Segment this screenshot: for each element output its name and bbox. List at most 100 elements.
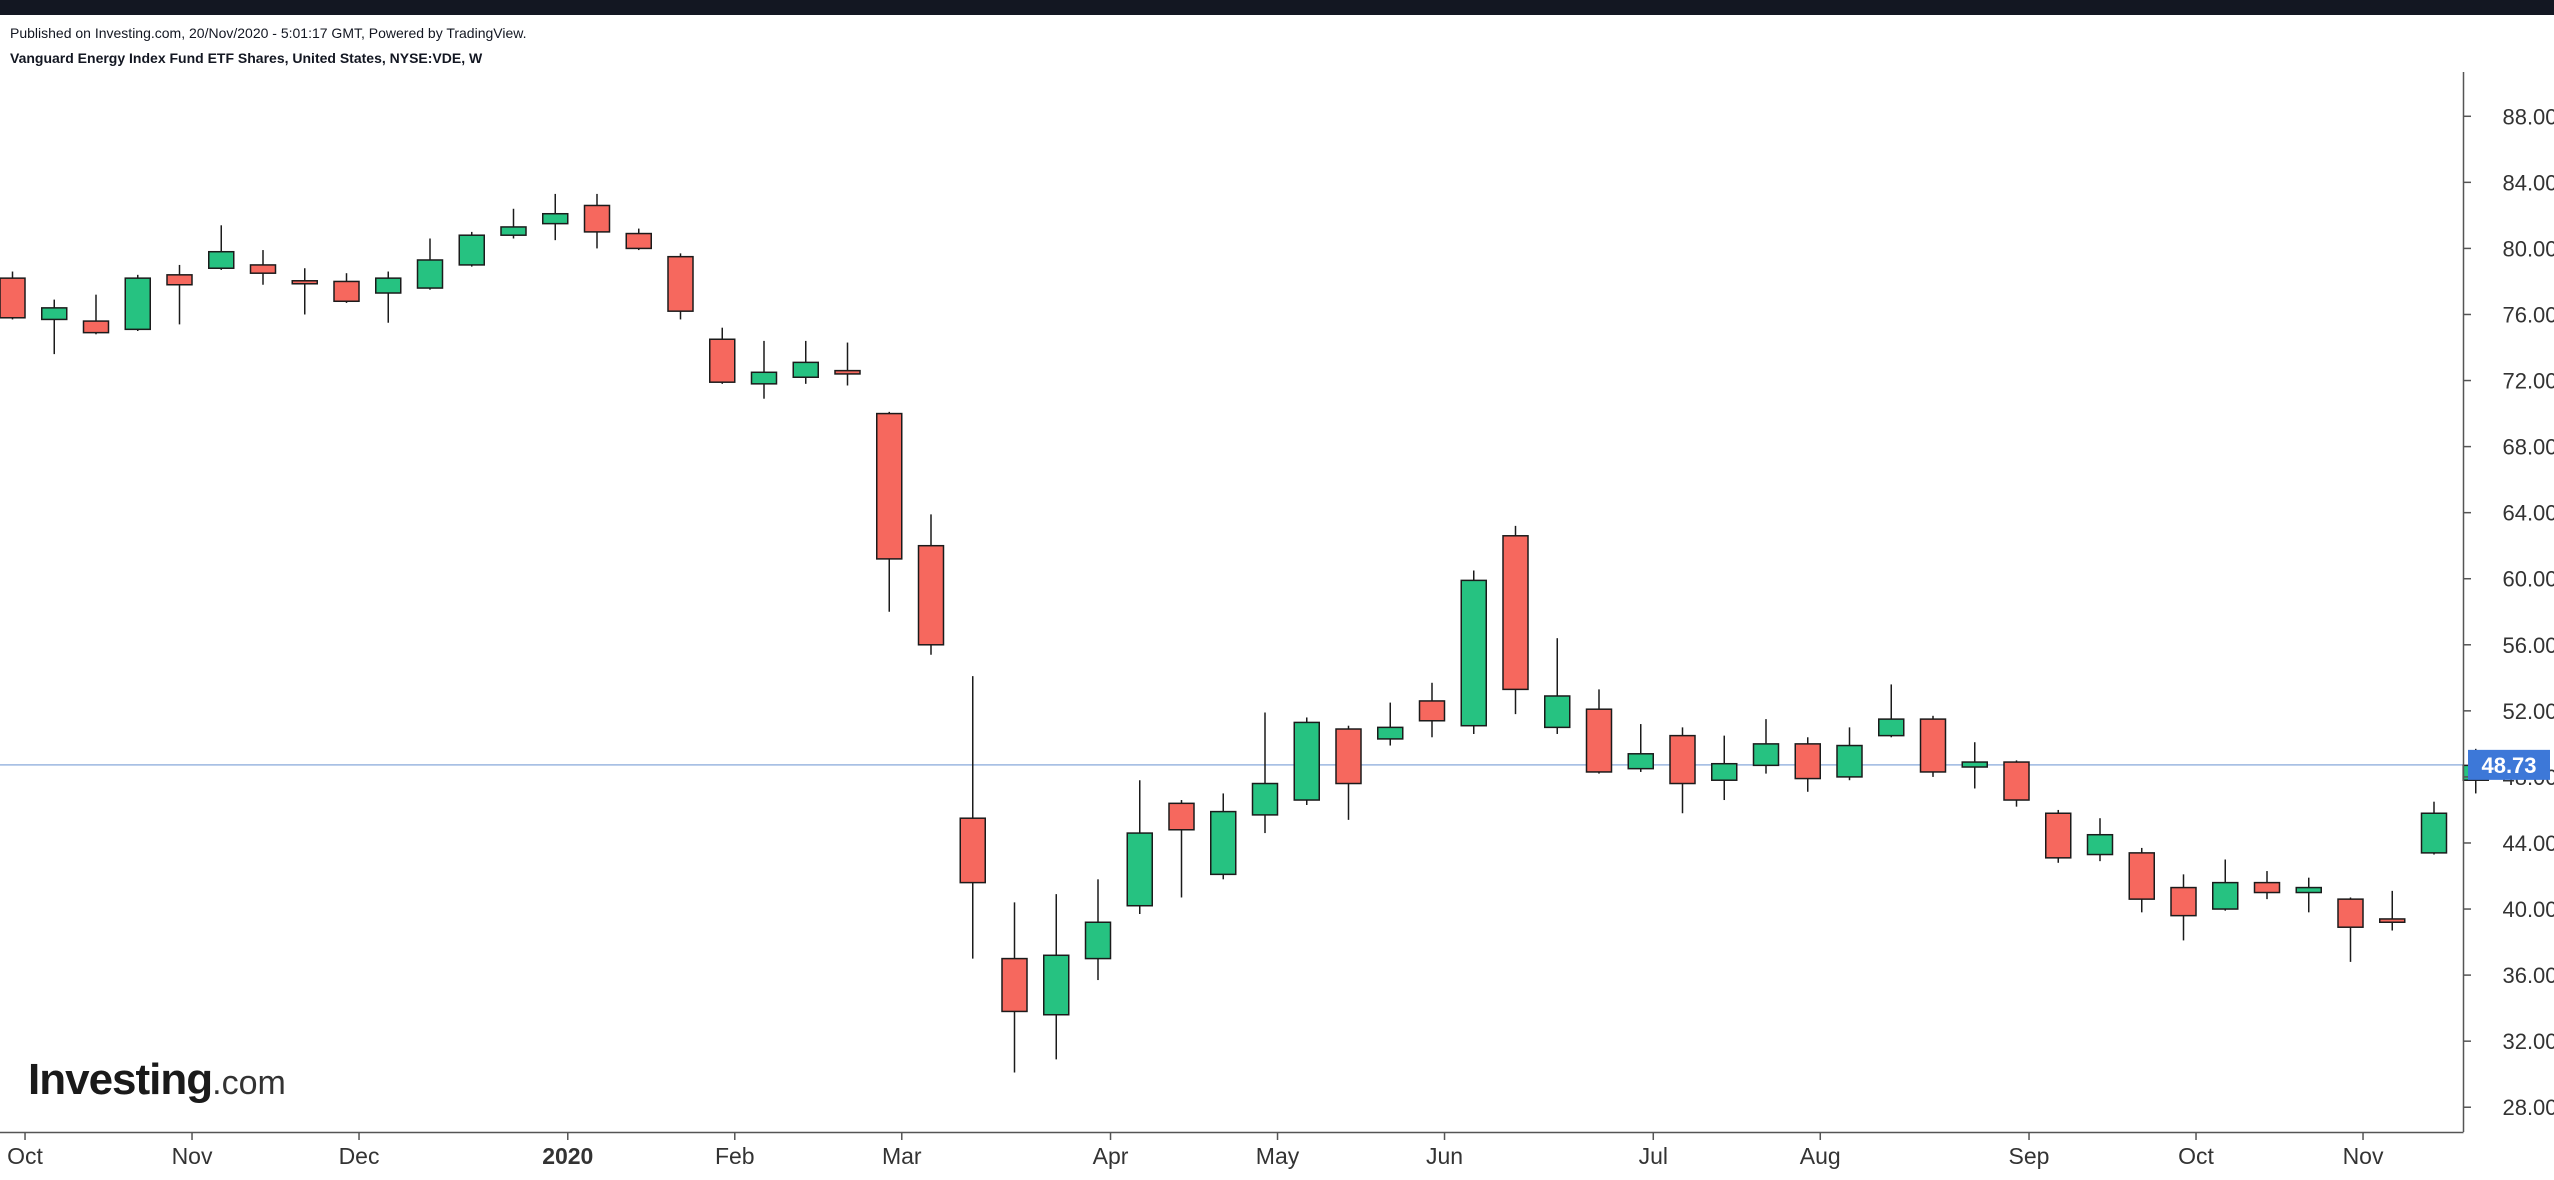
candle [625,228,652,251]
x-tick-label: Oct [2178,1143,2214,1169]
y-tick-label: 32.00 [2502,1029,2554,1054]
y-tick-label: 88.00 [2502,104,2554,129]
candles-layer [0,193,2489,1073]
candle [1168,800,1195,898]
y-tick-label: 84.00 [2502,170,2554,195]
candle [667,253,694,320]
y-tick-label: 60.00 [2502,567,2554,592]
candle [750,340,778,399]
y-tick-label: 72.00 [2502,369,2554,394]
candle [1126,780,1153,914]
x-tick-label: May [1256,1143,1300,1169]
investing-logo: Investing.com [28,1058,286,1102]
candle-body-up [458,234,485,266]
x-tick-label: Apr [1093,1143,1129,1169]
candle [1335,725,1362,820]
candle-body-down [2253,881,2281,894]
candle [1961,742,1988,789]
candle [1084,879,1112,981]
candle [166,264,193,325]
candle-body-down [1585,708,1613,773]
candle [1544,638,1571,734]
candle-body-down [2337,898,2364,928]
candle [1585,689,1613,774]
candle [1836,727,1863,781]
candle-body-down [82,320,110,334]
candle [1794,737,1821,792]
y-tick-label: 36.00 [2502,963,2554,988]
candle-body-up [1961,761,1988,768]
candle [1251,712,1279,834]
candle [1752,719,1780,774]
candle-body-up [2420,812,2448,854]
candle [709,327,736,384]
logo-suffix: .com [212,1064,286,1102]
candle [1210,793,1237,880]
candle [917,514,945,655]
candle-body-down [834,369,861,375]
candle [375,271,402,323]
x-tick-label: Feb [715,1143,755,1169]
y-tick-label: 76.00 [2502,302,2554,327]
candle [208,225,235,270]
candle [1293,717,1320,805]
candle-body-up [1711,762,1738,781]
candle-body-down [959,817,986,884]
x-tick-label: 2020 [542,1143,593,1169]
symbol-title: Vanguard Energy Index Fund ETF Shares, U… [10,50,483,66]
last-price-label-bg [2468,749,2550,780]
candle-body-down [1001,957,1028,1013]
candle [876,411,903,612]
candle [124,274,151,331]
candle [333,273,360,303]
candle [1418,682,1446,738]
candle [1919,715,1947,777]
candle [2128,847,2155,913]
candle-body-down [1168,802,1195,831]
x-tick-label: Aug [1800,1143,1841,1169]
published-info: Published on Investing.com, 20/Nov/2020 … [10,25,527,41]
candle-body-down [1794,743,1821,780]
x-tick-label: Jun [1426,1143,1463,1169]
candle [2045,809,2072,863]
candle-body-down [1919,718,1947,773]
candle [834,342,861,386]
candle-body-up [124,277,151,331]
candle [1043,894,1070,1060]
candle-body-down [2379,918,2406,924]
x-tick-label: Dec [339,1143,380,1169]
candle-body-up [1377,726,1404,740]
candle-body-down [2045,812,2072,859]
candle-body-up [792,361,819,378]
candle-body-up [2212,881,2239,910]
candle-body-up [1126,832,1153,907]
candle [792,340,819,384]
candle-body-up [1836,744,1863,778]
candle-body-down [625,232,652,250]
candle [2253,871,2281,900]
candle [2086,818,2114,862]
x-tick-label: Nov [172,1143,213,1169]
candle [2170,874,2197,941]
candle [2295,877,2322,913]
candle-body-up [1460,579,1487,727]
candle-body-up [1043,954,1070,1016]
candle [2379,890,2406,931]
candle [2003,760,2030,807]
y-tick-label: 68.00 [2502,435,2554,460]
last-price-label: 48.73 [2481,753,2536,778]
candle-body-down [917,544,945,646]
candle-body-up [416,259,444,289]
y-tick-label: 52.00 [2502,699,2554,724]
y-tick-label: 44.00 [2502,831,2554,856]
candle [291,268,318,315]
candle-body-up [1210,810,1237,876]
candle-body-up [208,250,235,269]
y-tick-label: 80.00 [2502,236,2554,261]
candle [1878,684,1905,738]
candle-body-up [375,277,402,294]
candle [249,250,277,285]
candle-body-down [876,412,903,560]
candle [82,294,110,335]
